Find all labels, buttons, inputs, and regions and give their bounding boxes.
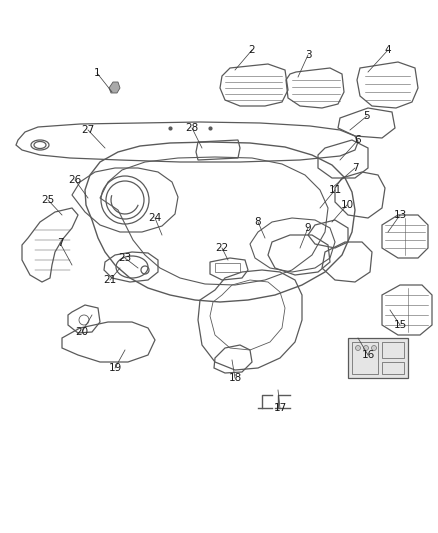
Text: 8: 8 xyxy=(254,217,261,227)
Text: 5: 5 xyxy=(364,111,370,121)
Circle shape xyxy=(356,345,360,351)
Text: 9: 9 xyxy=(305,223,311,233)
Text: 22: 22 xyxy=(215,243,229,253)
Text: 13: 13 xyxy=(393,210,406,220)
Text: 25: 25 xyxy=(41,195,55,205)
Text: 16: 16 xyxy=(361,350,374,360)
Text: 26: 26 xyxy=(68,175,81,185)
Text: 23: 23 xyxy=(118,253,132,263)
Polygon shape xyxy=(109,82,120,93)
Text: 7: 7 xyxy=(57,238,64,248)
Text: 21: 21 xyxy=(103,275,117,285)
Text: 10: 10 xyxy=(340,200,353,210)
Text: 11: 11 xyxy=(328,185,342,195)
Text: 20: 20 xyxy=(75,327,88,337)
Text: 2: 2 xyxy=(249,45,255,55)
Text: 15: 15 xyxy=(393,320,406,330)
Circle shape xyxy=(364,345,368,351)
Text: 3: 3 xyxy=(305,50,311,60)
Text: 7: 7 xyxy=(352,163,358,173)
Text: 28: 28 xyxy=(185,123,198,133)
Polygon shape xyxy=(348,338,408,378)
Text: 4: 4 xyxy=(385,45,391,55)
Text: 1: 1 xyxy=(94,68,100,78)
Text: 17: 17 xyxy=(273,403,286,413)
Text: 18: 18 xyxy=(228,373,242,383)
Circle shape xyxy=(371,345,377,351)
Text: 24: 24 xyxy=(148,213,162,223)
Text: 6: 6 xyxy=(355,135,361,145)
Text: 19: 19 xyxy=(108,363,122,373)
Text: 27: 27 xyxy=(81,125,95,135)
